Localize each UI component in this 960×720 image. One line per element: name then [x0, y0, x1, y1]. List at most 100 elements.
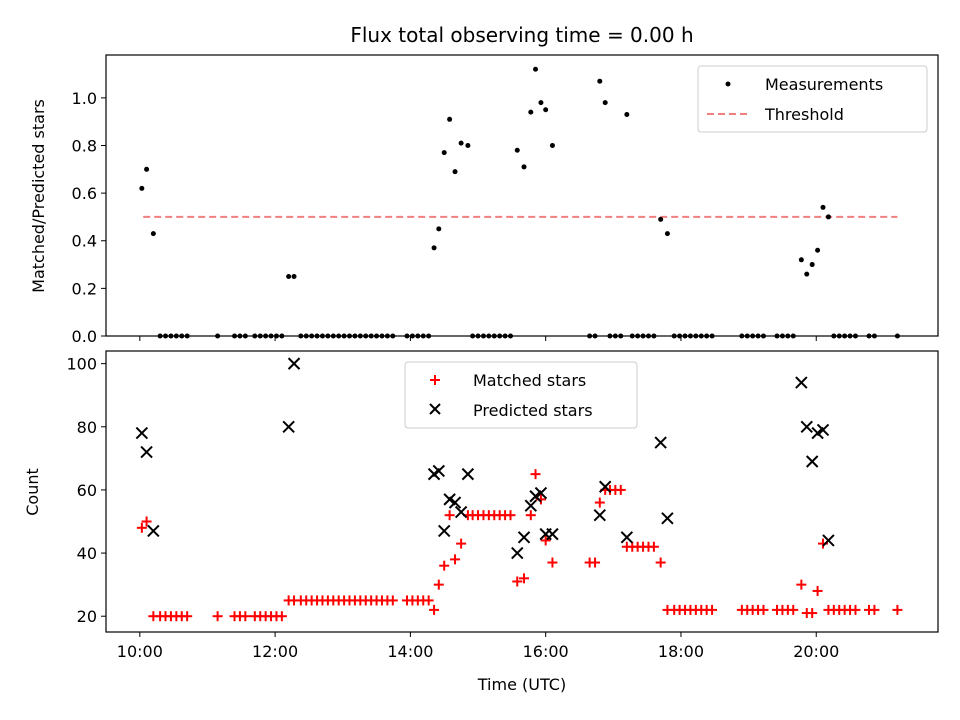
- y-tick-label: 80: [77, 418, 97, 437]
- bottom-panel-frame: [105, 350, 939, 633]
- matched-point: [444, 510, 455, 521]
- predicted-point: [448, 496, 462, 509]
- predicted-point: [661, 512, 674, 525]
- bottom-panel: 20 40 60 80 100 10:00 12:00 14:00 16:00 18:00 20:…: [23, 350, 939, 694]
- predicted-point: [517, 531, 531, 544]
- bottom-y-axis: 20 40 60 80 100: [66, 355, 106, 626]
- measurement-point: [825, 214, 831, 220]
- predicted-point: [287, 357, 301, 370]
- top-legend: Measurements Threshold: [697, 65, 928, 133]
- measurement-point: [144, 166, 150, 172]
- matched-point: [590, 557, 601, 568]
- predicted-point: [654, 436, 667, 449]
- measurement-point: [815, 247, 821, 253]
- matched-point: [869, 604, 880, 615]
- predicted-point: [546, 527, 559, 541]
- predicted-point: [432, 464, 446, 478]
- measurement-point: [447, 116, 453, 122]
- matched-point: [182, 611, 193, 622]
- matched-point: [850, 604, 861, 615]
- chart-title: Flux total observing time = 0.00 h: [350, 23, 693, 47]
- matched-point: [512, 576, 523, 587]
- x-tick-label: 16:00: [523, 642, 569, 661]
- predicted-point: [598, 480, 612, 493]
- top-x-axis: [139, 336, 817, 341]
- y-tick-label: 20: [77, 607, 97, 626]
- matched-point: [519, 573, 530, 584]
- legend-marker-measurements: [725, 81, 731, 87]
- y-tick-label: 0.4: [72, 232, 97, 251]
- matched-point: [540, 535, 551, 546]
- x-axis-label: Time (UTC): [477, 675, 566, 694]
- matched-point: [525, 510, 536, 521]
- legend-label-predicted: Predicted stars: [473, 401, 593, 420]
- predicted-point: [534, 486, 548, 500]
- predicted-point: [524, 499, 538, 512]
- measurement-point: [597, 78, 603, 84]
- measurement-point: [538, 100, 544, 106]
- matched-point: [530, 469, 541, 480]
- matched-point: [212, 611, 223, 622]
- matched-point: [758, 604, 769, 615]
- measurement-point: [458, 140, 464, 146]
- measurement-point: [804, 271, 810, 277]
- matched-point: [594, 497, 605, 508]
- predicted-point: [593, 508, 606, 522]
- matched-point: [788, 604, 799, 615]
- measurement-point: [533, 66, 539, 72]
- measurement-point: [624, 112, 630, 118]
- y-tick-label: 60: [77, 481, 97, 500]
- measurement-point: [528, 109, 534, 115]
- matched-point: [547, 557, 558, 568]
- measurement-point: [798, 257, 804, 263]
- x-tick-label: 12:00: [252, 642, 298, 661]
- measurement-point: [521, 164, 527, 170]
- measurement-point: [291, 273, 297, 279]
- top-y-axis: 0.0 0.2 0.4 0.6 0.8 1.0: [72, 89, 106, 346]
- measurement-point: [441, 150, 447, 156]
- measurement-point: [664, 231, 670, 237]
- matched-point: [276, 611, 287, 622]
- predicted-point: [511, 546, 524, 560]
- top-panel: Flux total observing time = 0.00 h 0.0 0.…: [29, 23, 939, 346]
- measurement-point: [549, 142, 555, 148]
- legend-label-matched: Matched stars: [473, 371, 586, 390]
- matched-point: [707, 604, 718, 615]
- predicted-point: [795, 376, 808, 389]
- y-tick-label: 40: [77, 544, 97, 563]
- matched-point: [505, 510, 516, 521]
- y-tick-label: 0.8: [72, 136, 97, 155]
- matched-point: [136, 522, 147, 533]
- measurement-point: [436, 226, 442, 232]
- matched-point: [615, 484, 626, 495]
- matched-point: [240, 611, 251, 622]
- matched-point: [807, 608, 818, 619]
- measurement-point: [543, 107, 549, 113]
- legend-marker-predicted: [429, 403, 441, 415]
- matched-point: [796, 579, 807, 590]
- legend-marker-matched: [430, 375, 440, 385]
- measurement-point: [452, 169, 458, 175]
- legend-label-threshold: Threshold: [764, 105, 844, 124]
- top-panel-frame: [105, 54, 939, 337]
- bottom-legend: Matched stars Predicted stars: [404, 361, 638, 429]
- measurement-point: [150, 231, 156, 237]
- legend-label-measurements: Measurements: [765, 75, 883, 94]
- measurement-point: [286, 273, 292, 279]
- predicted-point: [822, 534, 835, 547]
- measurement-point: [514, 147, 520, 153]
- measurement-point: [139, 185, 145, 191]
- y-tick-label: 0.0: [72, 327, 97, 346]
- matched-point: [648, 541, 659, 552]
- matched-point: [892, 604, 903, 615]
- y-tick-label: 0.6: [72, 184, 97, 203]
- matched-point: [387, 595, 398, 606]
- bottom-x-axis: 10:00 12:00 14:00 16:00 18:00 20:00: [117, 632, 839, 661]
- y-tick-label: 100: [66, 355, 97, 374]
- x-tick-label: 18:00: [658, 642, 704, 661]
- bottom-y-axis-label: Count: [23, 468, 42, 516]
- matched-point: [439, 560, 450, 571]
- matched-point: [433, 579, 444, 590]
- predicted-point: [135, 426, 149, 440]
